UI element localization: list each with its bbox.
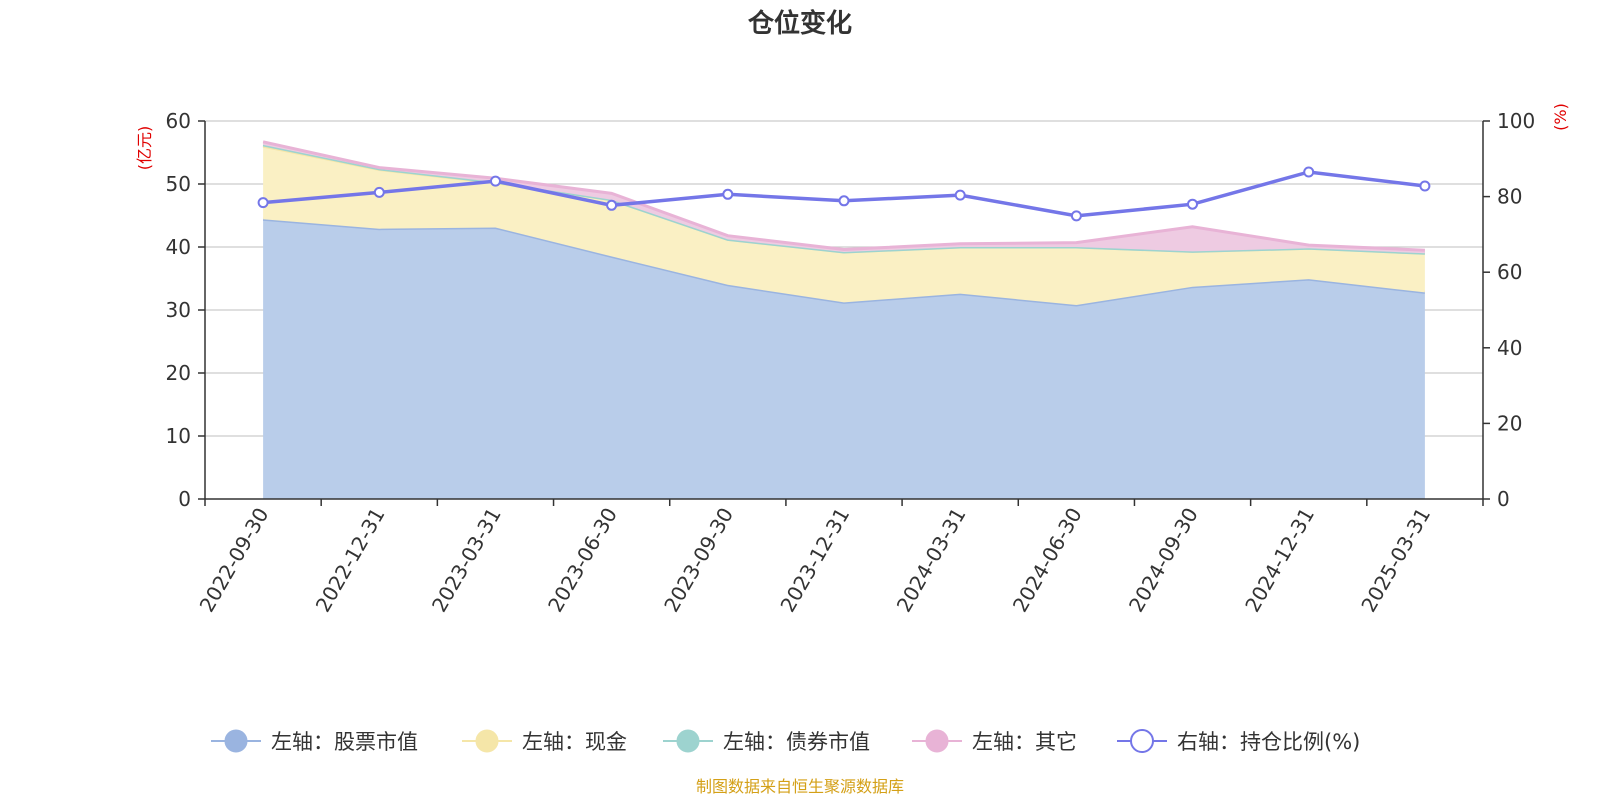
x-axis-tick-label: 2023-03-31 (427, 504, 506, 617)
x-axis-tick-label: 2025-03-31 (1356, 504, 1435, 617)
x-axis-tick-label: 2023-12-31 (775, 504, 854, 617)
legend-marker (475, 729, 499, 753)
legend: 左轴：股票市值 左轴：现金 左轴：债券市值 左轴：其它 右轴：持仓比例(%) (211, 729, 1360, 754)
ratio-point (1419, 180, 1431, 192)
ratio-point (606, 199, 618, 211)
x-axis-tick-label: 2022-09-30 (195, 504, 274, 617)
right-axis-tick-label: 20 (1497, 411, 1522, 435)
ratio-point (257, 197, 269, 209)
right-axis-tick-label: 40 (1497, 336, 1522, 360)
legend-label: 左轴：债券市值 (723, 730, 870, 754)
x-axis-tick-label: 2024-03-31 (892, 504, 971, 617)
left-axis-tick-label: 20 (166, 361, 191, 385)
data-source-note: 制图数据来自恒生聚源数据库 (696, 777, 904, 796)
left-axis-unit: (亿元) (135, 126, 154, 171)
legend-label: 左轴：股票市值 (271, 730, 418, 754)
ratio-point (1303, 166, 1315, 178)
legend-marker (676, 729, 700, 753)
left-axis-tick-label: 30 (166, 298, 191, 322)
ratio-point (722, 188, 734, 200)
x-axis-tick-label: 2024-12-31 (1240, 504, 1319, 617)
right-axis-tick-label: 0 (1497, 487, 1510, 511)
legend-marker (1130, 729, 1154, 753)
legend-marker (925, 729, 949, 753)
left-axis-tick-label: 40 (166, 235, 191, 259)
left-axis-tick-label: 10 (166, 424, 191, 448)
x-axis-tick-label: 2023-06-30 (543, 504, 622, 617)
legend-label: 右轴：持仓比例(%) (1177, 730, 1360, 754)
ratio-point (954, 189, 966, 201)
ratio-point (838, 195, 850, 207)
chart-title: 仓位变化 (747, 8, 852, 39)
area-左轴：股票市值 (263, 219, 1425, 500)
x-axis-tick-label: 2023-09-30 (659, 504, 738, 617)
left-axis-tick-label: 60 (166, 109, 191, 133)
area-edge-左轴：其它 (262, 140, 1425, 252)
ratio-line (257, 166, 1431, 222)
right-axis-tick-label: 100 (1497, 109, 1535, 133)
ratio-point (373, 186, 385, 198)
legend-label: 左轴：现金 (522, 730, 627, 754)
right-axis-unit: (%) (1551, 103, 1570, 131)
ratio-point (1187, 198, 1198, 210)
right-axis-tick-label: 60 (1497, 260, 1522, 284)
legend-label: 左轴：其它 (972, 730, 1077, 754)
ratio-point (1070, 210, 1082, 222)
left-axis-tick-label: 0 (178, 487, 191, 511)
legend-marker (224, 729, 248, 753)
left-axis-tick-label: 50 (166, 172, 191, 196)
area-左轴：现金 (263, 146, 1425, 305)
x-axis-tick-label: 2022-12-31 (311, 504, 390, 617)
ratio-point (490, 175, 501, 187)
right-axis-tick-label: 80 (1497, 185, 1522, 209)
x-axis-tick-label: 2024-06-30 (1008, 504, 1087, 617)
stacked-areas (262, 140, 1426, 500)
x-axis-tick-label: 2024-09-30 (1124, 504, 1203, 617)
